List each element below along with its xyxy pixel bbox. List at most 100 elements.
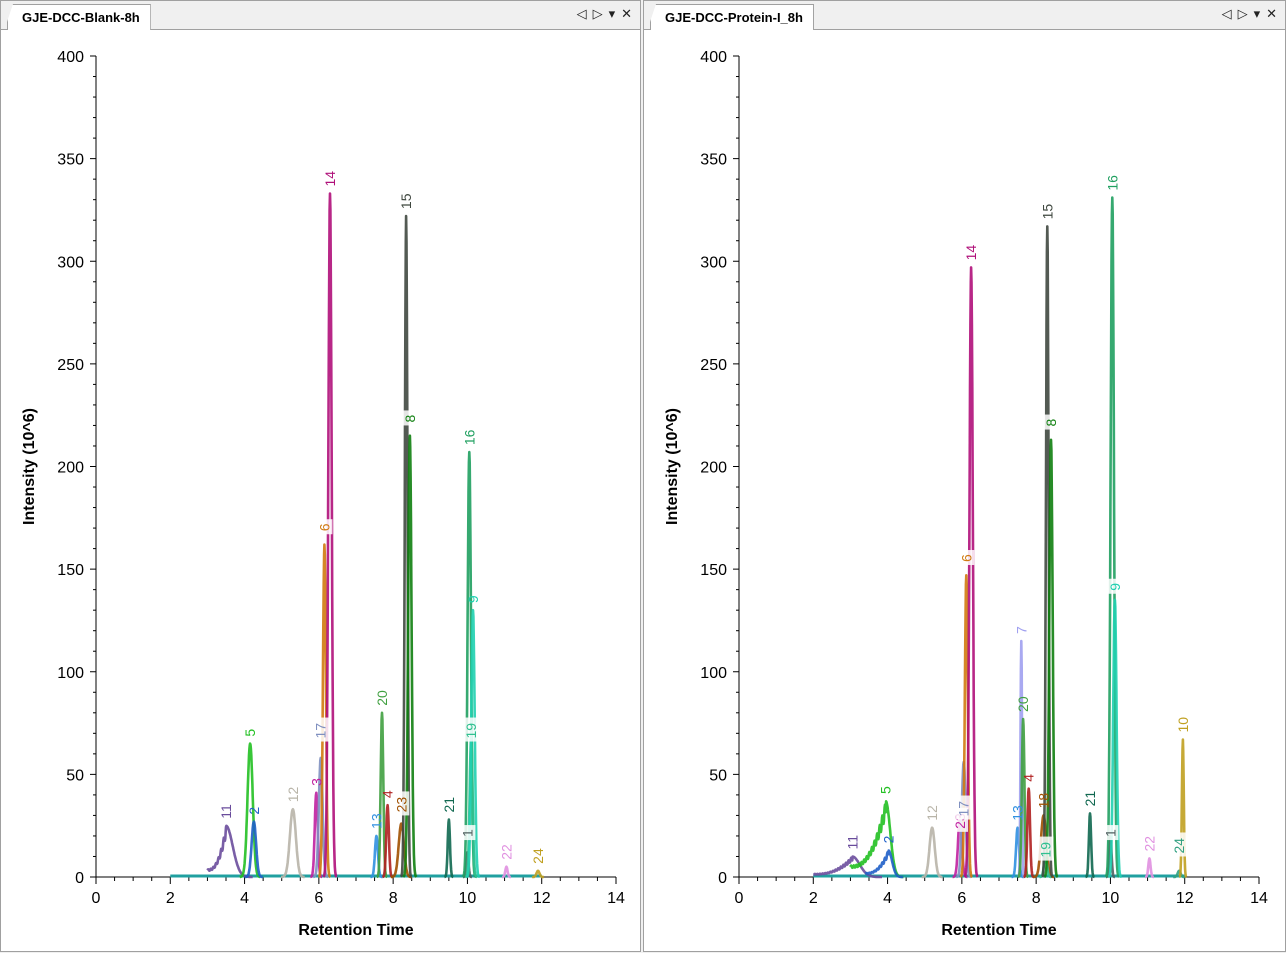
peak-label-bg [316, 519, 333, 535]
peak-label-bg [958, 550, 975, 566]
peak-label: 1 [459, 829, 475, 837]
peak-trace-24 [531, 869, 545, 879]
x-tick-label: 14 [607, 890, 625, 907]
y-axis-label: Intensity (10^6) [664, 408, 681, 525]
peak-label: 16 [461, 429, 477, 445]
peak-label: 6 [958, 554, 974, 562]
peak-label: 19 [1037, 842, 1053, 858]
peak-label: 1 [1102, 829, 1118, 837]
peak-trace-14 [322, 192, 338, 878]
peak-trace-21 [443, 818, 455, 879]
y-tick-label: 200 [700, 460, 727, 477]
y-tick-label: 250 [57, 357, 84, 374]
peak-label: 8 [402, 414, 418, 422]
peak-label: 19 [463, 723, 479, 739]
peak-label: 6 [316, 523, 332, 531]
peak-label-bg [1043, 414, 1059, 430]
peak-trace-2 [864, 849, 905, 879]
y-tick-label: 50 [66, 767, 84, 784]
close-icon[interactable]: ✕ [1266, 6, 1277, 21]
peak-trace-9 [1107, 598, 1123, 879]
peak-label-bg [459, 825, 476, 841]
x-tick-label: 14 [1250, 890, 1268, 907]
peak-label-bg [955, 795, 972, 820]
peak-trace-4 [381, 803, 394, 879]
peak-label-bg [393, 791, 410, 816]
y-axis-label: Intensity (10^6) [21, 408, 38, 525]
peak-trace-15 [399, 214, 413, 878]
peak-label-bg [1171, 832, 1188, 857]
tab-protein[interactable]: GJE-DCC-Protein-I_8h [650, 4, 814, 30]
close-icon[interactable]: ✕ [621, 6, 632, 21]
peak-label: 24 [1171, 838, 1187, 854]
peak-label: 22 [1141, 836, 1157, 852]
x-axis-label: Retention Time [941, 922, 1056, 939]
peak-label: 5 [242, 729, 258, 737]
peak-trace-9 [465, 608, 481, 879]
peak-trace-6 [959, 573, 974, 879]
scroll-right-icon[interactable]: ▷ [1237, 6, 1248, 21]
peak-label: 11 [218, 804, 234, 819]
peak-label: 2 [880, 835, 896, 843]
y-tick-label: 300 [700, 254, 727, 271]
peak-label: 20 [1015, 696, 1031, 712]
peak-label-bg [1037, 836, 1054, 861]
y-tick-label: 100 [700, 665, 727, 682]
peak-label: 12 [285, 786, 301, 802]
chromatogram-panel-protein: 0 50 100 150 200 250 300 350 400 0 2 4 6 8 10 12 14 Reten… [643, 0, 1286, 952]
x-tick-label: 8 [1032, 890, 1041, 907]
x-tick-label: 6 [314, 890, 323, 907]
peak-label: 17 [956, 801, 972, 817]
x-tick-label: 10 [459, 890, 477, 907]
peak-label: 9 [465, 595, 481, 603]
peak-label: 16 [1104, 175, 1120, 191]
peak-label: 4 [380, 790, 396, 798]
peak-trace-6 [317, 543, 332, 879]
peak-label: 21 [441, 797, 457, 813]
y-tick-label: 350 [700, 152, 727, 169]
x-tick-label: 8 [389, 890, 398, 907]
dropdown-icon[interactable]: ▾ [608, 6, 616, 21]
peak-label: 13 [368, 813, 384, 829]
peak-trace-24 [1172, 869, 1187, 879]
x-tick-label: 0 [735, 890, 744, 907]
y-tick-label: 50 [709, 767, 727, 784]
peak-label: 24 [530, 848, 546, 864]
x-tick-label: 0 [92, 890, 101, 907]
peak-label: 18 [1036, 793, 1052, 809]
peak-label: 14 [963, 245, 979, 261]
peak-trace-22 [500, 865, 512, 879]
peak-trace-12 [279, 807, 306, 879]
peak-label: 15 [398, 193, 414, 209]
x-tick-label: 12 [533, 890, 551, 907]
y-tick-label: 0 [718, 870, 727, 887]
peak-label-bg [463, 717, 480, 742]
peak-trace-14 [963, 266, 979, 878]
peak-label-bg [1106, 578, 1123, 594]
peak-label: 11 [844, 835, 860, 850]
x-tick-label: 10 [1102, 890, 1120, 907]
scroll-left-icon[interactable]: ◁ [1221, 6, 1232, 21]
peak-trace-23 [389, 822, 413, 879]
x-tick-label: 4 [883, 890, 892, 907]
tab-bar: GJE-DCC-Protein-I_8h ◁ ▷ ▾ ✕ [644, 1, 1285, 30]
peak-trace-2 [244, 820, 264, 879]
peak-label: 15 [1039, 204, 1055, 220]
scroll-left-icon[interactable]: ◁ [576, 6, 587, 21]
peak-trace-11 [812, 855, 883, 879]
peak-trace-5 [238, 742, 262, 879]
tab-blank[interactable]: GJE-DCC-Blank-8h [7, 4, 151, 30]
y-tick-label: 400 [57, 49, 84, 66]
x-tick-label: 2 [809, 890, 818, 907]
scroll-right-icon[interactable]: ▷ [592, 6, 603, 21]
peak-label: 21 [1082, 791, 1098, 807]
x-axis-label: Retention Time [298, 922, 413, 939]
peak-label-bg [401, 410, 418, 426]
peak-label: 3 [308, 778, 324, 786]
peak-label: 20 [374, 690, 390, 706]
y-tick-label: 250 [700, 357, 727, 374]
chromatogram-panel-blank: 0 50 100 150 200 250 300 350 400 0 2 4 6 8 10 12 14 Reten… [0, 0, 641, 952]
peak-trace-10 [1178, 738, 1188, 879]
dropdown-icon[interactable]: ▾ [1253, 6, 1261, 21]
